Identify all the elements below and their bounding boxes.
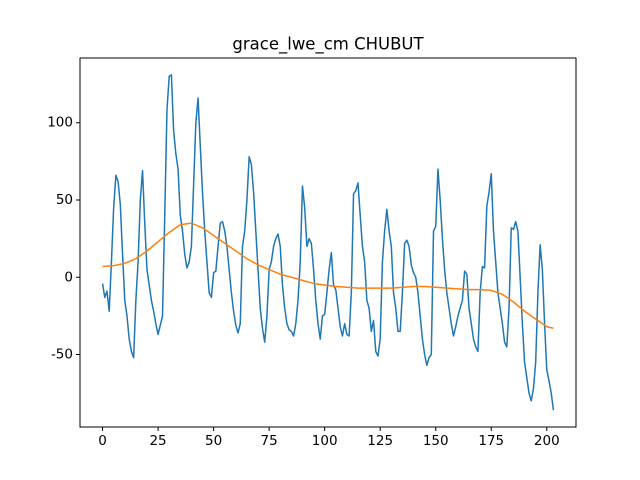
axes-frame — [79, 57, 577, 428]
x-tick-label: 75 — [261, 433, 278, 449]
y-tick-label: 50 — [56, 192, 73, 208]
x-tick-label: 0 — [98, 433, 107, 449]
series-line — [102, 222, 554, 329]
y-tick-label: 0 — [64, 269, 73, 285]
x-tick-label: 150 — [423, 433, 449, 449]
plot-area — [101, 74, 555, 411]
chart-title: grace_lwe_cm CHUBUT — [232, 35, 424, 55]
y-tick-label: -50 — [51, 347, 73, 363]
x-tick-label: 50 — [205, 433, 222, 449]
y-tick-label: 100 — [47, 115, 73, 131]
x-tick-label: 175 — [478, 433, 504, 449]
x-tick-label: 100 — [312, 433, 338, 449]
series-line — [101, 74, 555, 411]
x-tick-label: 125 — [367, 433, 393, 449]
x-tick-label: 200 — [534, 433, 560, 449]
x-tick-label: 25 — [149, 433, 166, 449]
